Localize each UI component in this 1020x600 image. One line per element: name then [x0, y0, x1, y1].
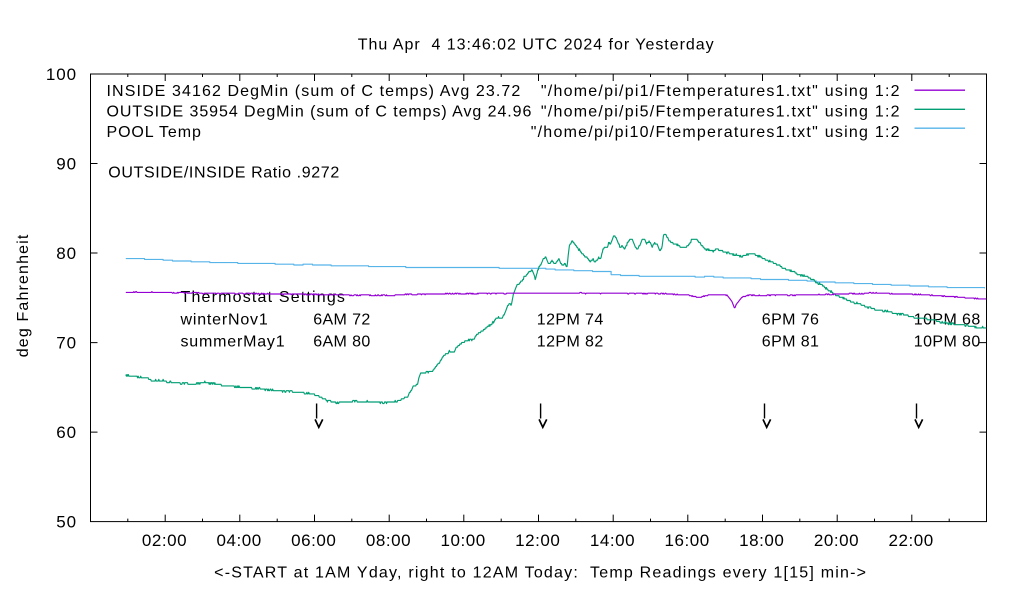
svg-text:70: 70 [56, 334, 77, 353]
svg-text:06:00: 06:00 [291, 531, 336, 550]
svg-text:OUTSIDE 35954 DegMin (sum of C: OUTSIDE 35954 DegMin (sum of C temps) Av… [107, 103, 533, 120]
svg-text:04:00: 04:00 [216, 531, 261, 550]
svg-text:22:00: 22:00 [888, 531, 933, 550]
svg-text:20:00: 20:00 [814, 531, 859, 550]
svg-text:60: 60 [56, 423, 77, 442]
svg-text:16:00: 16:00 [664, 531, 709, 550]
svg-text:08:00: 08:00 [366, 531, 411, 550]
svg-text:Thu Apr 4 13:46:02 UTC 2024 f: Thu Apr 4 13:46:02 UTC 2024 for Yesterda… [358, 37, 715, 54]
svg-text:100: 100 [46, 65, 77, 84]
svg-text:10PM 80: 10PM 80 [914, 334, 981, 351]
svg-text:winterNov1: winterNov1 [180, 311, 269, 328]
svg-text:6PM 76: 6PM 76 [762, 311, 820, 328]
svg-text:90: 90 [56, 155, 77, 174]
svg-text:OUTSIDE/INSIDE Ratio .9272: OUTSIDE/INSIDE Ratio .9272 [108, 165, 340, 182]
svg-text:80: 80 [56, 244, 77, 263]
svg-text:INSIDE 34162 DegMin (sum of C: INSIDE 34162 DegMin (sum of C temps) Avg… [107, 83, 522, 100]
svg-text:12PM 82: 12PM 82 [537, 334, 604, 351]
svg-text:02:00: 02:00 [142, 531, 187, 550]
svg-text:Thermostat Settings: Thermostat Settings [181, 289, 347, 306]
svg-text:<-START at 1AM Yday, right to: <-START at 1AM Yday, right to 12AM Today… [214, 564, 867, 581]
svg-text:12PM 74: 12PM 74 [537, 311, 604, 328]
svg-text:"/home/pi/pi5/Ftemperatures1.t: "/home/pi/pi5/Ftemperatures1.txt" using … [541, 103, 901, 120]
svg-text:POOL Temp: POOL Temp [107, 124, 202, 141]
svg-text:6AM 72: 6AM 72 [313, 311, 371, 328]
svg-text:summerMay1: summerMay1 [181, 334, 286, 351]
svg-text:50: 50 [56, 513, 77, 532]
svg-text:10PM 68: 10PM 68 [914, 311, 981, 328]
svg-text:10:00: 10:00 [440, 531, 485, 550]
svg-text:6AM 80: 6AM 80 [313, 334, 371, 351]
svg-text:"/home/pi/pi1/Ftemperatures1.t: "/home/pi/pi1/Ftemperatures1.txt" using … [541, 83, 901, 100]
svg-text:6PM 81: 6PM 81 [762, 334, 820, 351]
svg-text:18:00: 18:00 [739, 531, 784, 550]
svg-text:deg Fahrenheit: deg Fahrenheit [15, 234, 32, 358]
svg-text:"/home/pi/pi10/Ftemperatures1.: "/home/pi/pi10/Ftemperatures1.txt" using… [531, 124, 901, 141]
svg-text:12:00: 12:00 [515, 531, 560, 550]
svg-text:14:00: 14:00 [590, 531, 635, 550]
